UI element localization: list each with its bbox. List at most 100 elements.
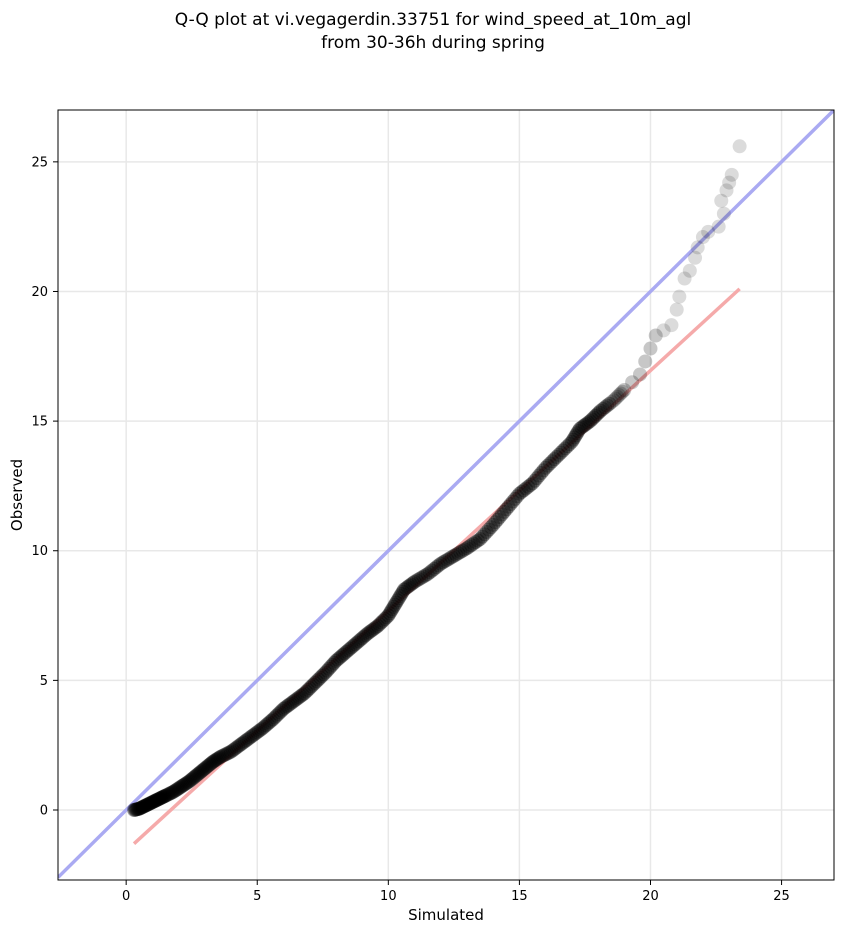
quantile-point <box>372 617 387 632</box>
quantile-point <box>521 479 536 494</box>
quantile-point <box>505 494 520 509</box>
quantile-point <box>514 484 529 499</box>
quantile-point <box>355 631 370 646</box>
quantile-point <box>606 393 621 408</box>
quantile-point <box>166 784 181 799</box>
quantile-point <box>253 722 268 737</box>
quantile-point <box>501 499 516 514</box>
quantile-point <box>342 641 357 656</box>
quantile-point <box>591 405 606 420</box>
quantile-point <box>492 510 507 525</box>
x-tick-label: 15 <box>511 889 528 904</box>
quantile-point <box>711 219 726 234</box>
quantile-point <box>245 729 259 744</box>
quantile-point <box>192 765 207 780</box>
quantile-point <box>716 206 731 221</box>
quantile-point <box>464 538 479 553</box>
quantile-point <box>332 650 347 665</box>
quantile-point <box>512 486 527 501</box>
quantile-point <box>558 441 573 456</box>
quantile-point <box>353 632 368 647</box>
quantile-point <box>383 604 398 619</box>
quantile-point <box>672 289 687 304</box>
quantile-point <box>328 653 343 668</box>
quantile-point <box>127 802 142 817</box>
quantile-point <box>188 769 203 784</box>
quantile-point <box>195 763 210 778</box>
quantile-point <box>494 507 509 522</box>
quantile-point <box>527 473 542 488</box>
quantile-point <box>393 589 408 604</box>
quantile-point <box>549 449 564 464</box>
quantile-point <box>369 620 384 635</box>
quantile-point <box>390 593 405 608</box>
quantile-point <box>638 354 653 369</box>
quantile-point <box>161 787 176 802</box>
quantile-point <box>278 700 293 715</box>
quantile-point <box>167 783 182 798</box>
quantile-point <box>377 612 392 627</box>
quantile-point <box>462 539 477 554</box>
quantile-points <box>127 139 747 817</box>
quantile-point <box>610 389 625 404</box>
quantile-point <box>453 545 468 560</box>
quantile-point <box>220 746 235 761</box>
quantile-point <box>344 640 359 655</box>
quantile-point <box>370 618 385 633</box>
quantile-point <box>688 250 703 265</box>
quantile-point <box>695 230 710 245</box>
quantile-point <box>449 547 464 562</box>
quantile-point <box>407 574 422 589</box>
quantile-point <box>264 713 279 728</box>
quantile-point <box>600 398 615 413</box>
quantile-point <box>560 439 575 454</box>
quantile-point <box>281 698 296 712</box>
quantile-point <box>564 434 579 449</box>
quantile-point <box>588 408 603 423</box>
quantile-point <box>451 546 466 561</box>
quantile-point <box>148 793 162 808</box>
quantile-point <box>243 730 258 745</box>
quantile-point <box>143 796 158 811</box>
quantile-point <box>222 745 237 760</box>
x-tick-label: 25 <box>773 889 790 904</box>
quantile-point <box>529 471 544 486</box>
quantile-point <box>152 791 167 806</box>
quantile-point <box>174 779 189 794</box>
quantile-point <box>360 626 375 641</box>
quantile-point <box>583 414 598 429</box>
quantile-point <box>418 568 433 583</box>
quantile-point <box>257 719 272 734</box>
quantile-point <box>330 652 345 667</box>
quantile-point <box>497 504 512 519</box>
quantile-point <box>323 659 338 674</box>
quantile-point <box>165 785 180 800</box>
quantile-point <box>151 792 166 807</box>
quantile-point <box>648 328 663 343</box>
quantile-point <box>540 458 555 473</box>
quantile-point <box>127 803 142 817</box>
quantile-point <box>570 426 585 441</box>
quantile-point <box>170 782 185 797</box>
quantile-point <box>682 263 697 278</box>
x-tick-label: 0 <box>122 889 130 904</box>
quantile-point <box>227 742 242 757</box>
quantile-point <box>503 497 518 512</box>
quantile-point <box>187 770 202 785</box>
quantile-point <box>669 302 684 317</box>
quantile-point <box>295 687 310 702</box>
quantile-point <box>593 403 608 418</box>
axis-ticks: 0 5 10 15 20 25 0 5 10 15 20 25 <box>31 155 789 904</box>
quantile-point <box>288 692 303 707</box>
y-tick-label: 20 <box>31 285 48 300</box>
x-tick-label: 5 <box>253 889 261 904</box>
quantile-point <box>155 790 170 805</box>
quantile-point <box>608 391 623 406</box>
quantile-point <box>168 783 183 798</box>
quantile-point <box>349 635 364 650</box>
quantile-point <box>175 778 190 793</box>
quantile-point <box>299 684 314 699</box>
quantile-point <box>290 691 305 706</box>
quantile-point <box>136 799 151 814</box>
